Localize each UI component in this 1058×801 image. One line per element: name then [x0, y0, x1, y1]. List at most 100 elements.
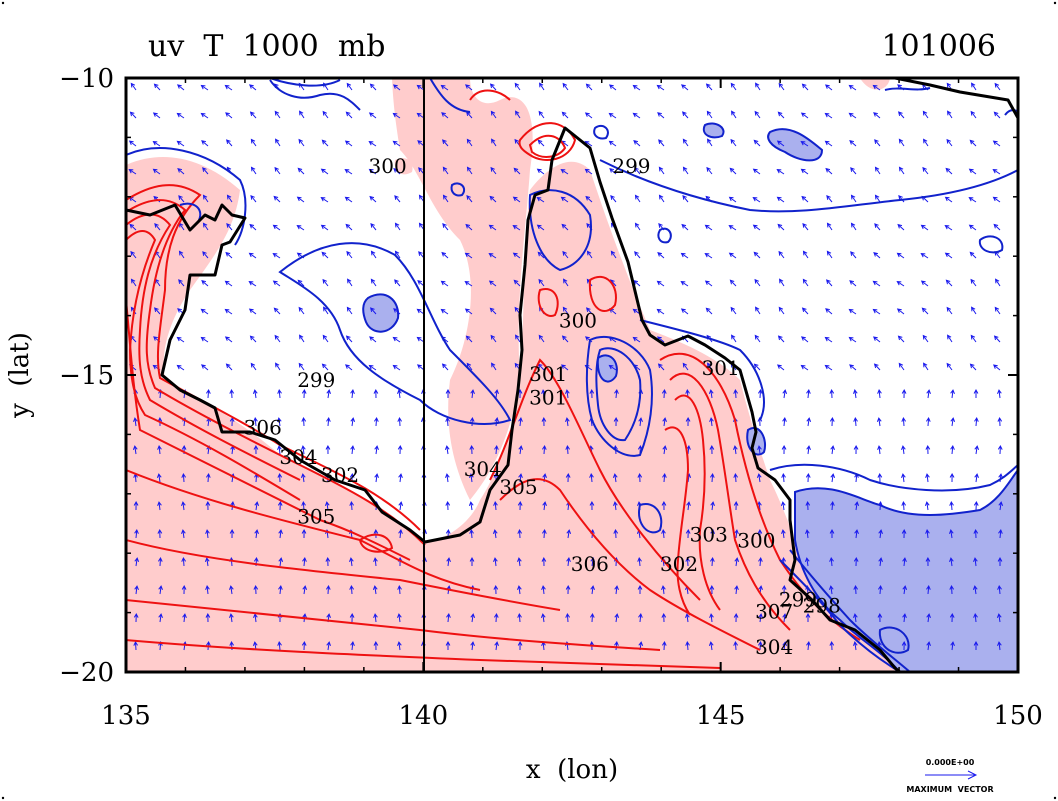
wind-vector [224, 308, 233, 315]
wind-vector [997, 389, 1002, 399]
wind-vector [800, 112, 809, 119]
x-tick-label: 140 [399, 701, 449, 731]
contour-label: 301 [529, 362, 567, 386]
wind-vector [344, 140, 353, 147]
wind-vector [202, 251, 209, 259]
wind-vector [656, 84, 665, 91]
wind-vector [828, 585, 834, 595]
wind-vector [326, 641, 331, 651]
cold-contour [278, 242, 512, 425]
wind-vector [877, 500, 883, 511]
wind-vector [397, 416, 403, 427]
wind-vector [254, 529, 259, 539]
cold-contour [429, 78, 471, 113]
wind-vector [466, 138, 473, 147]
wind-vector [968, 168, 977, 175]
wind-vector [850, 251, 857, 259]
wind-vector [157, 501, 162, 511]
wind-vector [445, 640, 451, 650]
wind-vector [321, 139, 329, 147]
warm-contour [126, 539, 561, 611]
wind-vector [370, 307, 377, 315]
wind-vector [134, 528, 139, 539]
wind-vector [517, 612, 522, 623]
wind-vector [634, 251, 641, 259]
wind-vector [229, 613, 234, 623]
wind-vector [536, 224, 545, 231]
wind-vector [997, 444, 1003, 455]
wind-vector [973, 500, 979, 511]
wind-vector [560, 169, 569, 175]
wind-vector [494, 641, 499, 651]
wind-vector [734, 557, 740, 567]
wind-vector [872, 84, 881, 91]
wind-vector [470, 613, 476, 623]
wind-vector [804, 557, 810, 567]
wind-vector [755, 82, 761, 91]
wind-vector [301, 445, 306, 455]
wind-vector [661, 500, 667, 511]
wind-vector [397, 613, 402, 623]
wind-vector [805, 529, 810, 539]
wind-vector [157, 556, 163, 567]
contour-label: 299 [612, 154, 650, 178]
wind-vector [685, 556, 691, 567]
wind-vector [153, 83, 161, 91]
wind-vector [565, 472, 571, 483]
wind-vector [800, 336, 809, 343]
wind-vector [993, 335, 1001, 343]
wind-vector [398, 473, 403, 483]
contour-label: 305 [499, 475, 537, 499]
wind-vector [205, 472, 211, 483]
warm-contour [674, 394, 721, 611]
wind-vector [278, 584, 283, 595]
wind-vector [248, 308, 257, 315]
wind-vector [517, 500, 523, 511]
wind-vector [662, 417, 667, 427]
wind-vector [973, 388, 979, 398]
cold-contour [585, 335, 653, 457]
wind-vector [518, 416, 523, 427]
wind-vector [610, 250, 617, 259]
corner-dot [1, 796, 5, 800]
wind-vector [322, 110, 329, 119]
wind-vector [200, 112, 209, 119]
warm-contour [126, 184, 421, 531]
wind-vector [682, 138, 689, 147]
wind-vector [682, 362, 689, 371]
wind-vector [632, 336, 641, 343]
wind-vector [896, 252, 905, 259]
wind-vector [370, 222, 377, 231]
warm-spot-north [394, 158, 413, 175]
wind-vector [322, 278, 329, 287]
wind-vector [277, 445, 282, 455]
wind-vector [584, 112, 593, 119]
wind-vector [322, 334, 329, 343]
wind-vector [275, 362, 281, 371]
wind-vector [273, 195, 281, 203]
corner-dot [1, 1, 5, 5]
wind-vector [994, 306, 1001, 315]
wind-vector [872, 308, 881, 315]
wind-vector [301, 500, 306, 511]
wind-vector [320, 197, 329, 203]
wind-vector [973, 557, 978, 567]
wind-vector [249, 223, 257, 231]
wind-vector [853, 389, 858, 399]
wind-vector [657, 252, 665, 259]
wind-vector [494, 389, 499, 399]
wind-vector [947, 110, 953, 119]
cold-contour [450, 182, 466, 197]
wind-vector [853, 556, 859, 567]
wind-vector [299, 110, 305, 119]
wind-vector [369, 336, 377, 343]
wind-vector [514, 82, 521, 91]
wind-vector [757, 445, 762, 455]
wind-vector [853, 444, 859, 455]
cold-contour [126, 147, 247, 246]
wind-vector [776, 169, 785, 175]
wind-vector [536, 168, 545, 175]
wind-vector [730, 82, 737, 91]
wind-vector [876, 417, 882, 427]
wind-vector [974, 445, 980, 455]
